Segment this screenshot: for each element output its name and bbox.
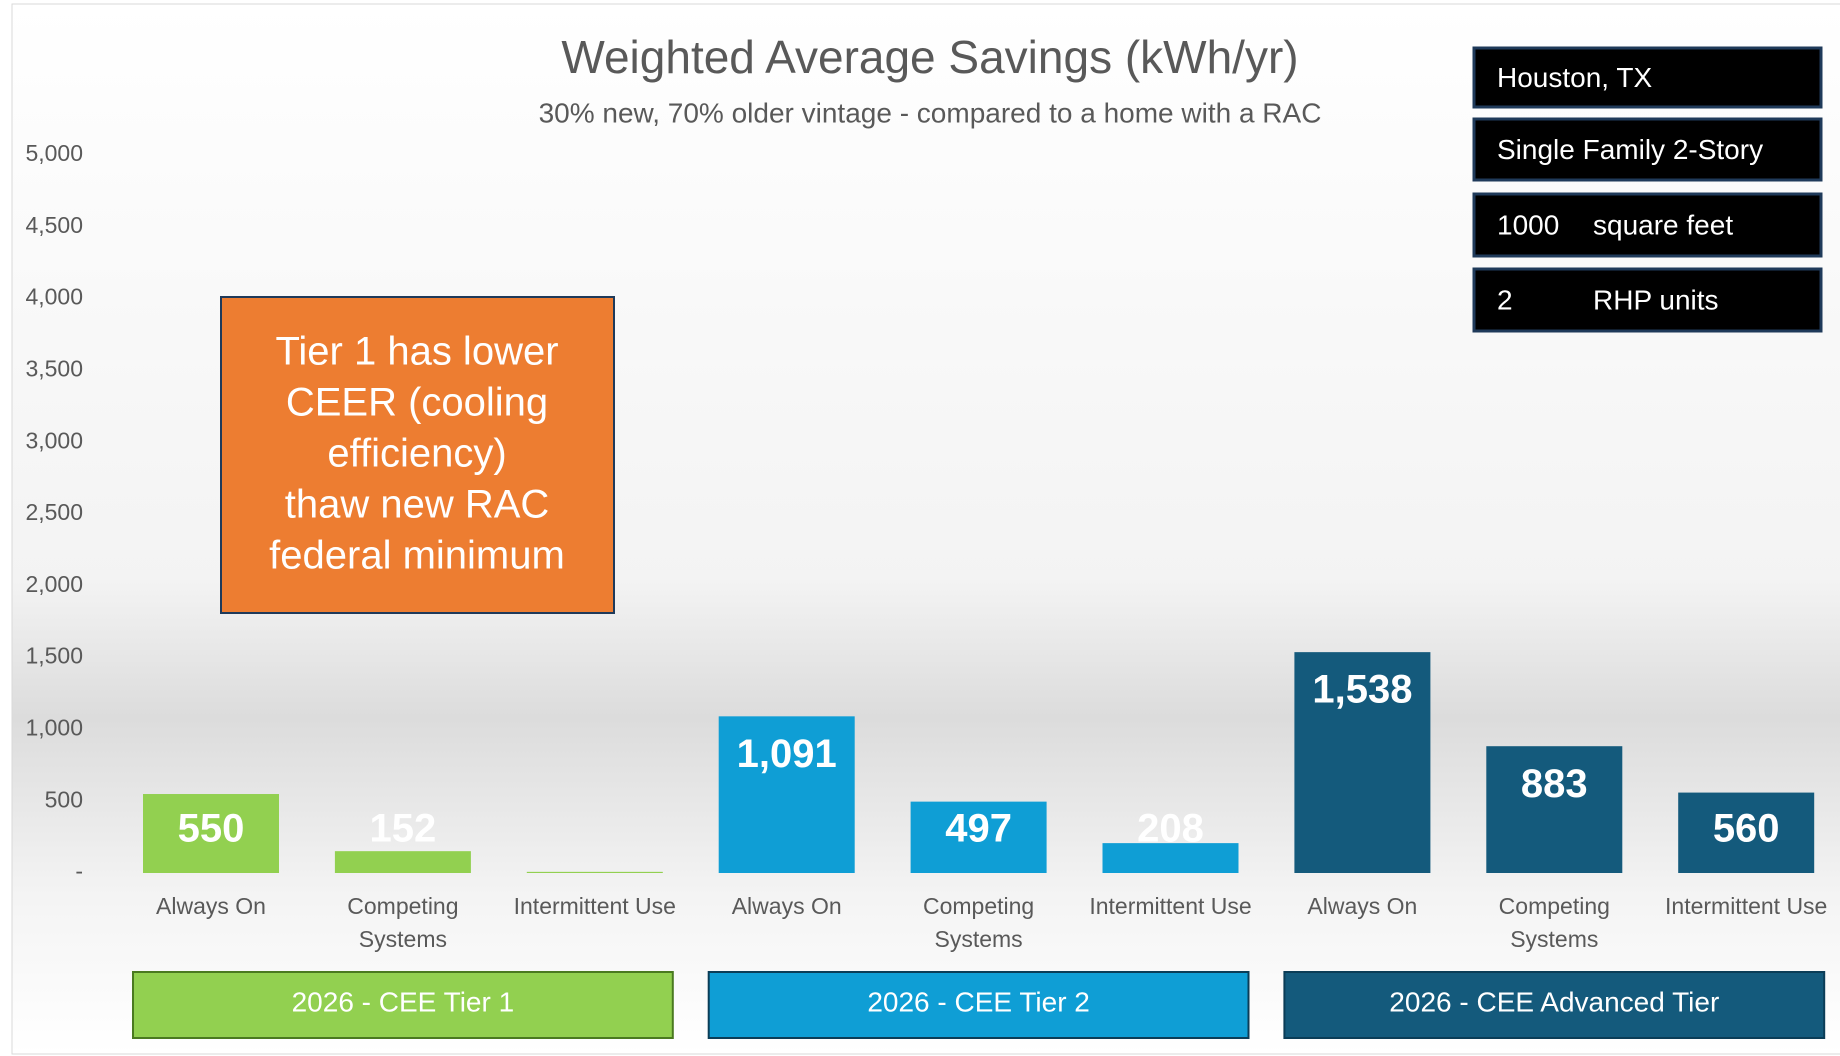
data-label: 208 <box>1137 807 1204 851</box>
data-label: 1,091 <box>737 732 837 776</box>
bar <box>143 794 279 873</box>
bar <box>1486 746 1623 873</box>
x-tick-label: Competing Systems <box>1499 893 1610 952</box>
info-box <box>1472 117 1823 182</box>
x-tick-label: Competing Systems <box>347 893 458 952</box>
y-tick-label: - <box>75 858 83 884</box>
x-tick-label: Intermittent Use <box>514 893 676 919</box>
y-tick-label: 4,000 <box>25 284 83 310</box>
annotation-text: efficiency) <box>327 432 506 476</box>
y-tick-label: 1,000 <box>25 714 83 740</box>
x-tick-label: Competing Systems <box>923 893 1034 952</box>
annotation-text: federal minimum <box>269 534 565 578</box>
bar <box>334 851 471 873</box>
x-tick-label: Always On <box>732 893 842 919</box>
chart-subtitle: 30% new, 70% older vintage - compared to… <box>539 97 1322 128</box>
info-text: 1000 <box>1497 209 1559 240</box>
data-label: 497 <box>945 807 1012 851</box>
legend-label: 2026 - CEE Advanced Tier <box>1389 986 1719 1017</box>
data-label: 152 <box>370 807 437 851</box>
x-tick-label: Always On <box>1307 893 1417 919</box>
annotation-box <box>220 296 615 614</box>
info-text: Single Family 2-Story <box>1497 134 1763 165</box>
bar <box>1678 792 1815 873</box>
annotation-text: Tier 1 has lower <box>275 330 558 374</box>
bar <box>718 716 855 873</box>
legend-label: 2026 - CEE Tier 2 <box>867 986 1090 1017</box>
info-box <box>1472 46 1823 109</box>
y-tick-label: 5,000 <box>25 140 83 166</box>
info-text: Houston, TX <box>1497 62 1652 93</box>
data-label: 1,538 <box>1312 668 1412 712</box>
y-tick-label: 1,500 <box>25 643 83 669</box>
y-tick-label: 4,500 <box>25 212 83 238</box>
info-text: 2 <box>1497 284 1513 315</box>
info-text: square feet <box>1593 209 1733 240</box>
info-box <box>1472 192 1823 258</box>
y-tick-label: 2,000 <box>25 571 83 597</box>
data-label: 560 <box>1713 807 1780 851</box>
y-tick-label: 2,500 <box>25 499 83 525</box>
data-label: 550 <box>178 807 245 851</box>
x-tick-label: Intermittent Use <box>1665 893 1827 919</box>
y-tick-label: 3,000 <box>25 427 83 453</box>
group-box <box>132 971 674 1039</box>
info-text: RHP units <box>1593 284 1719 315</box>
group-box <box>1283 971 1826 1039</box>
annotation-text: CEER (cooling <box>286 381 548 425</box>
bar <box>1102 843 1239 873</box>
chart-title: Weighted Average Savings (kWh/yr) <box>561 31 1298 83</box>
group-box <box>707 971 1250 1039</box>
x-tick-label: Always On <box>156 893 266 919</box>
bar <box>526 871 663 873</box>
annotation-text: thaw new RAC <box>285 483 550 527</box>
data-label: 883 <box>1521 762 1588 806</box>
info-box <box>1472 267 1823 333</box>
legend-label: 2026 - CEE Tier 1 <box>292 986 515 1017</box>
bar <box>1294 652 1431 873</box>
y-tick-label: 3,500 <box>25 355 83 381</box>
x-tick-label: Intermittent Use <box>1089 893 1251 919</box>
y-tick-label: 500 <box>45 786 83 812</box>
bar <box>910 801 1047 873</box>
